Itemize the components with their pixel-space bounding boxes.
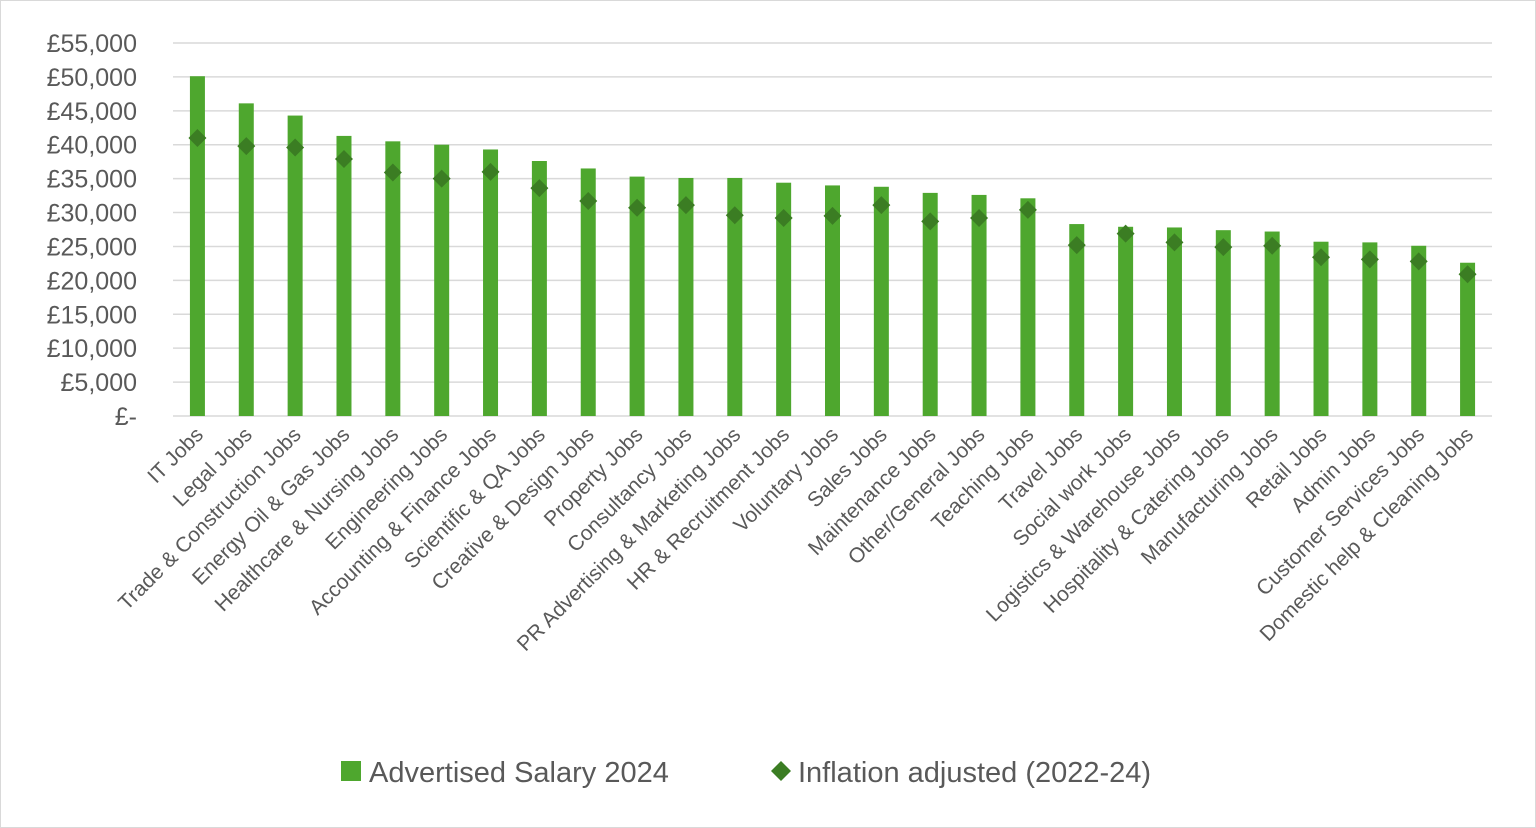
marker-point (530, 179, 549, 198)
marker-point (237, 137, 256, 156)
bar (189, 76, 205, 417)
marker-point (725, 206, 744, 225)
bar (1069, 224, 1085, 416)
marker-point (334, 149, 353, 168)
marker-point (1018, 200, 1037, 219)
y-tick-label: £55,000 (47, 30, 137, 58)
y-tick-label: £35,000 (47, 166, 137, 194)
bar (385, 141, 401, 416)
marker-point (1312, 248, 1331, 267)
marker-point (1360, 250, 1379, 269)
marker-point (823, 206, 842, 225)
bar (971, 194, 987, 416)
bar (776, 182, 792, 416)
y-tick-label: £5,000 (61, 369, 137, 397)
legend-label-bar: Advertised Salary 2024 (369, 757, 669, 789)
marker-point (676, 196, 695, 215)
marker-point (1458, 265, 1477, 284)
marker-point (774, 208, 793, 227)
bar (336, 135, 352, 417)
bar (1460, 262, 1476, 416)
marker-point (628, 198, 647, 217)
marker-point (921, 212, 940, 231)
bar (1411, 245, 1427, 416)
bar (1215, 230, 1231, 416)
bar (825, 185, 840, 416)
bar (678, 177, 694, 416)
bar (629, 176, 645, 416)
marker-point (579, 192, 598, 211)
y-tick-label: £45,000 (47, 98, 137, 126)
y-tick-label: £- (115, 403, 137, 431)
bar (238, 103, 254, 416)
bar (287, 115, 303, 416)
marker-point (1263, 236, 1282, 255)
y-tick-label: £20,000 (47, 267, 137, 295)
bar (1264, 231, 1280, 416)
marker-point (286, 138, 305, 157)
marker-point (383, 163, 402, 182)
bar (1313, 241, 1329, 416)
bar-series (189, 76, 1476, 417)
bar (922, 192, 938, 416)
marker-point (1214, 238, 1233, 257)
marker-point (970, 208, 989, 227)
bar (483, 149, 499, 416)
x-tick-label: Trade & Construction Jobs (114, 423, 306, 615)
y-axis: £- £5,000 £10,000 £15,000 £20,000 £25,000 £30,… (47, 30, 137, 431)
bar (727, 177, 743, 416)
legend-label-marker: Inflation adjusted (2022-24) (798, 757, 1151, 789)
bar (1020, 198, 1036, 416)
legend-swatch-bar (341, 761, 361, 781)
marker-point (432, 169, 451, 188)
marker-point (1067, 236, 1086, 255)
legend: Advertised Salary 2024 Inflation adjuste… (341, 757, 1151, 789)
marker-point (481, 162, 500, 181)
y-tick-label: £25,000 (47, 233, 137, 261)
y-tick-label: £15,000 (47, 301, 137, 329)
y-tick-label: £40,000 (47, 132, 137, 160)
marker-point (1116, 224, 1135, 243)
marker-point (872, 196, 891, 215)
legend-swatch-diamond (771, 761, 791, 781)
bar (1362, 242, 1378, 416)
y-tick-label: £10,000 (47, 335, 137, 363)
bar (434, 144, 450, 416)
bar (580, 168, 596, 416)
bar (1118, 226, 1134, 416)
marker-series (188, 128, 1477, 284)
marker-point (1409, 252, 1428, 271)
y-tick-label: £50,000 (47, 64, 137, 92)
y-tick-label: £30,000 (47, 200, 137, 228)
bar (1166, 227, 1182, 416)
marker-point (1165, 233, 1184, 252)
bar (873, 186, 889, 416)
marker-point (188, 128, 207, 147)
bar (531, 161, 547, 416)
